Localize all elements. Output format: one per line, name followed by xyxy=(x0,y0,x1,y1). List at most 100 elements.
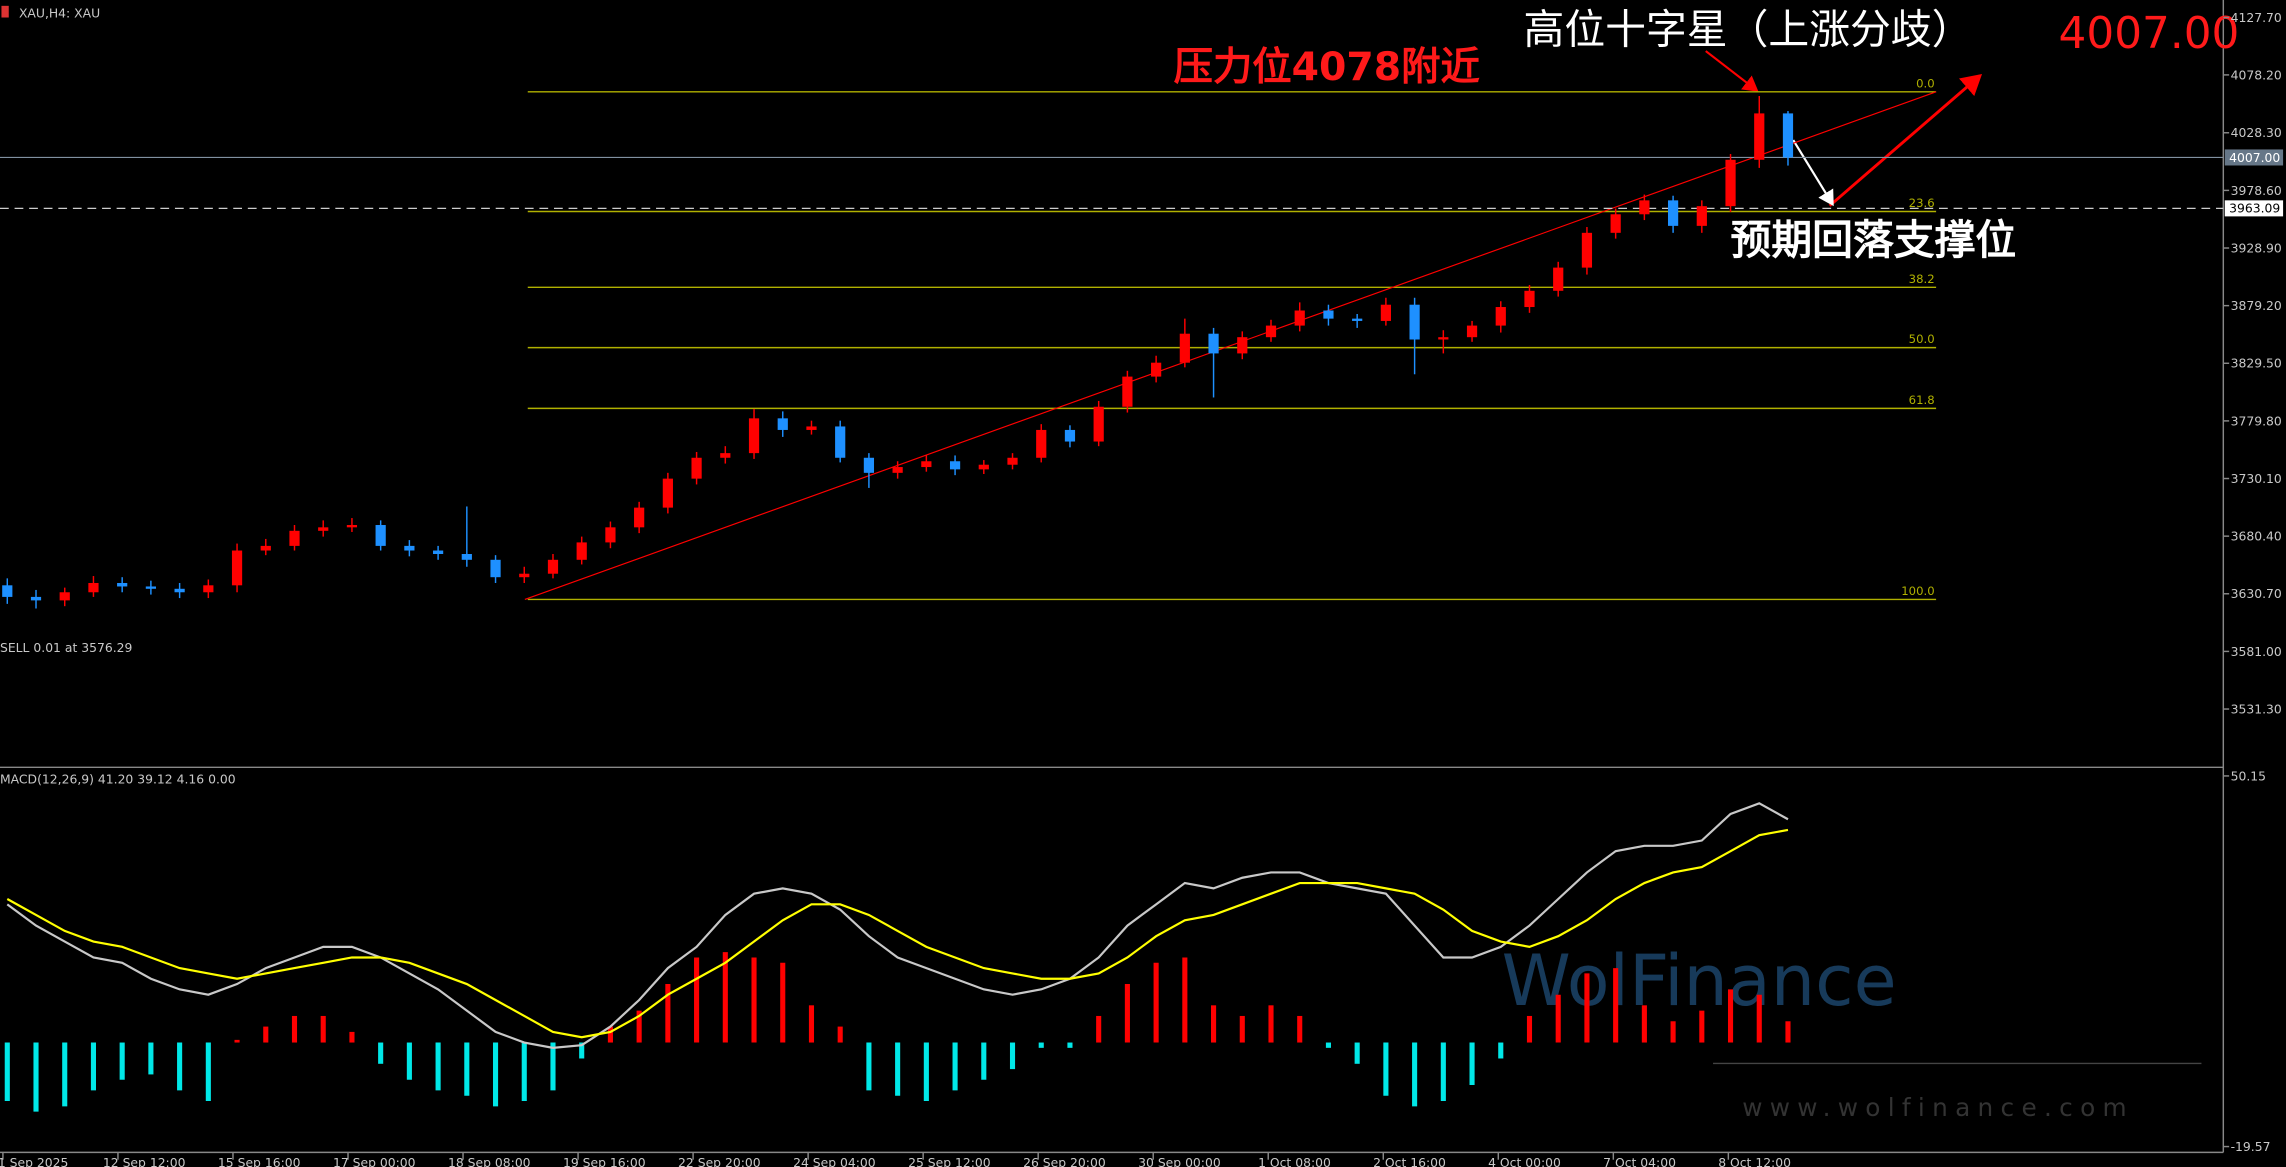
dashed-price-label: 3963.09 xyxy=(2229,201,2280,216)
y-tick-label: 4028.30 xyxy=(2231,125,2282,140)
candle-body xyxy=(289,530,300,546)
candle-body xyxy=(863,457,875,473)
candle-body xyxy=(117,582,128,587)
candle-body xyxy=(1524,290,1535,308)
x-tick-label: 8 Oct 12:00 xyxy=(1718,1155,1791,1167)
candle-body xyxy=(318,527,329,531)
y-tick-label: 3581.00 xyxy=(2231,644,2282,659)
candle-body xyxy=(1495,307,1506,326)
fib-label: 38.2 xyxy=(1909,272,1935,286)
fib-label: 23.6 xyxy=(1909,196,1935,210)
candle-body xyxy=(748,418,760,454)
y-tick-label: 4078.20 xyxy=(2231,67,2282,82)
annotation: 4007.00 xyxy=(2059,8,2240,59)
y-tick-label: 3730.10 xyxy=(2231,471,2282,486)
fib-label: 0.0 xyxy=(1916,76,1935,90)
trade-note: SELL 0.01 at 3576.29 xyxy=(0,640,132,655)
candle-body xyxy=(375,525,386,546)
candle-body xyxy=(1754,113,1765,160)
candle-body xyxy=(231,550,243,586)
y-tick-label: 3879.20 xyxy=(2231,298,2282,313)
watermark-url: www.wolfinance.com xyxy=(1742,1093,2134,1122)
candle-body xyxy=(892,467,903,473)
x-tick-label: 7 Oct 04:00 xyxy=(1603,1155,1676,1167)
x-tick-label: 26 Sep 20:00 xyxy=(1023,1155,1106,1167)
macd-line xyxy=(6,828,1789,1039)
annotation: 压力位4078附近 xyxy=(1174,44,1480,90)
trendline xyxy=(524,91,1937,601)
candle-body xyxy=(1151,362,1162,377)
candle-body xyxy=(1553,267,1564,291)
y-tick-label: 50.15 xyxy=(2231,768,2266,783)
price-box xyxy=(2224,149,2284,166)
candle-body xyxy=(634,507,645,528)
candle-body xyxy=(1122,376,1133,407)
y-tick-label: 3779.80 xyxy=(2231,413,2282,428)
candle-body xyxy=(1208,333,1219,354)
annotation: 预期回落支撑位 xyxy=(1731,216,2017,264)
y-tick-label: 3978.60 xyxy=(2231,183,2282,198)
fib-label: 100.0 xyxy=(1901,584,1934,598)
candle-body xyxy=(174,588,185,593)
icon xyxy=(1,5,9,18)
candle-body xyxy=(691,457,702,479)
candle-body xyxy=(432,550,444,555)
candle-body xyxy=(1696,206,1707,226)
candle-body xyxy=(949,461,961,470)
arrow xyxy=(1828,73,1983,207)
candle-body xyxy=(346,525,358,528)
candle-body xyxy=(461,554,472,560)
candle-body xyxy=(662,478,673,508)
x-tick-label: 18 Sep 08:00 xyxy=(448,1155,531,1167)
macd-line xyxy=(6,802,1789,1049)
candle-body xyxy=(1438,337,1449,340)
candle-body xyxy=(1352,318,1363,321)
watermark-brand: WolFinance xyxy=(1502,940,1897,1022)
candle-body xyxy=(88,582,99,593)
symbol-label: XAU,H4: XAU xyxy=(19,6,100,21)
y-tick-label: 3829.50 xyxy=(2231,356,2282,371)
candle-body xyxy=(835,426,846,458)
candle-body xyxy=(203,585,214,593)
candle-body xyxy=(1323,310,1334,319)
candle-body xyxy=(1581,232,1593,268)
x-tick-label: 2 Oct 16:00 xyxy=(1373,1155,1446,1167)
fib-label: 61.8 xyxy=(1909,393,1935,407)
candle-body xyxy=(404,545,415,551)
candle-body xyxy=(2,585,13,597)
candle-body xyxy=(1380,304,1391,321)
x-tick-label: 11 Sep 2025 xyxy=(0,1155,68,1167)
candle-body xyxy=(30,596,42,601)
candle-body xyxy=(1265,325,1277,338)
x-tick-label: 4 Oct 00:00 xyxy=(1488,1155,1561,1167)
candle-body xyxy=(576,542,587,560)
price-box xyxy=(2224,200,2284,217)
y-tick-label: 3630.70 xyxy=(2231,586,2282,601)
candle-body xyxy=(547,559,559,574)
y-tick-label: 3928.90 xyxy=(2231,240,2282,255)
candle-body xyxy=(1466,325,1478,338)
y-tick-label: 4127.70 xyxy=(2231,10,2282,25)
candle-body xyxy=(777,418,788,430)
x-tick-label: 1 Oct 08:00 xyxy=(1258,1155,1331,1167)
candle-body xyxy=(1093,406,1104,442)
annotation: 高位十字星（上涨分歧） xyxy=(1524,6,1973,54)
candle-body xyxy=(260,545,271,551)
candle-body xyxy=(1610,214,1621,233)
arrow xyxy=(1705,50,1759,92)
x-tick-label: 12 Sep 12:00 xyxy=(103,1155,186,1167)
candle-body xyxy=(1036,429,1047,458)
candle-body xyxy=(490,559,501,578)
candle-body xyxy=(145,586,156,589)
candle-body xyxy=(1179,333,1190,363)
candle-body xyxy=(1294,310,1305,326)
candle-body xyxy=(1782,113,1794,158)
x-tick-label: 30 Sep 00:00 xyxy=(1138,1155,1221,1167)
candle-body xyxy=(1007,457,1018,465)
x-tick-label: 25 Sep 12:00 xyxy=(908,1155,991,1167)
candle-body xyxy=(605,527,616,543)
candle-body xyxy=(1667,200,1679,226)
candle-body xyxy=(1639,200,1650,215)
